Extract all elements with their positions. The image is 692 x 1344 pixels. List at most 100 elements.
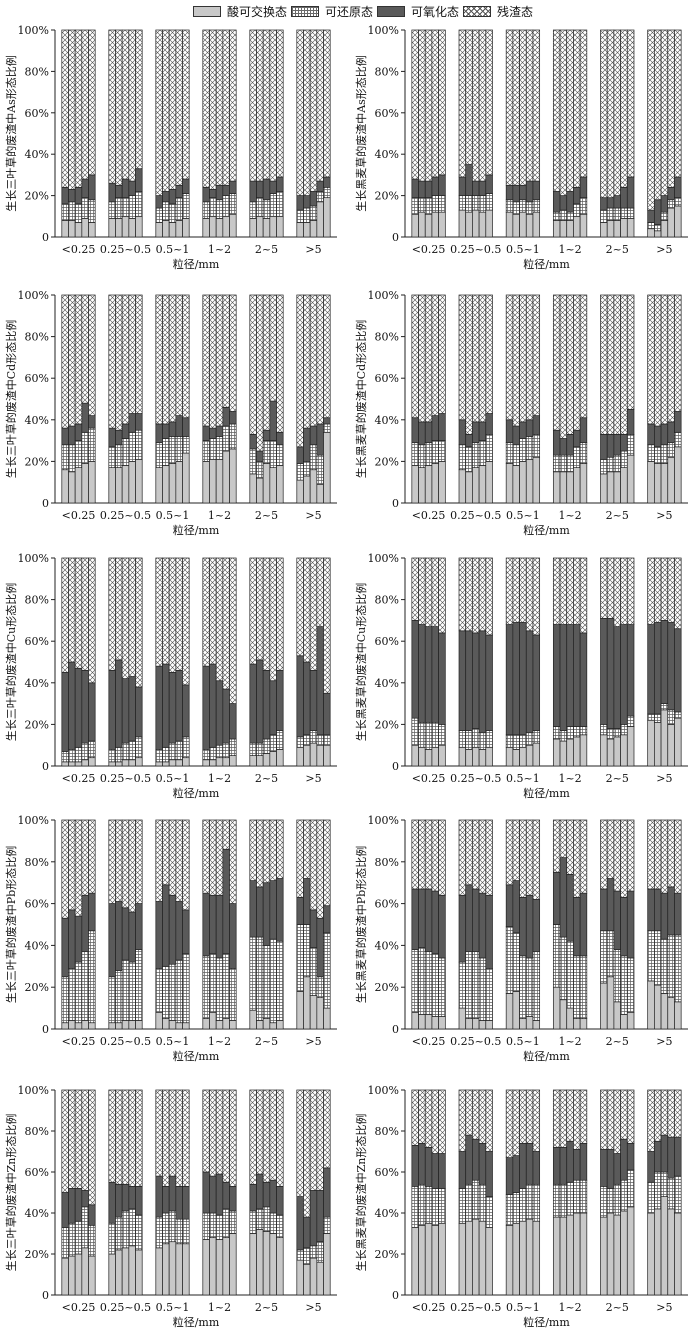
bar-segment-acid — [121, 465, 130, 504]
bar-segment-acid — [667, 997, 675, 1030]
bar-segment-reducible — [162, 1212, 170, 1245]
bar-segment-oxidizable — [74, 667, 83, 748]
bar-segment-oxidizable — [209, 894, 217, 955]
bar-segment-acid — [660, 993, 669, 1030]
bar-segment-acid — [175, 461, 183, 504]
bar-segment-reducible — [162, 965, 170, 1019]
bar-segment-reducible — [667, 199, 675, 209]
bar-segment-acid — [262, 463, 271, 504]
bar-segment-oxidizable — [505, 1157, 514, 1195]
bar-segment-reducible — [573, 446, 581, 468]
bar-segment-oxidizable — [424, 180, 433, 199]
bar-segment-residual — [505, 819, 514, 886]
bar-segment-oxidizable — [222, 848, 230, 955]
y-tick-label: 80% — [375, 331, 399, 344]
bar-segment-oxidizable — [519, 1142, 527, 1189]
bar-segment-reducible — [74, 746, 83, 763]
bar-segment-reducible — [660, 938, 669, 994]
bar-segment-acid — [654, 463, 662, 504]
chart-as-clover: 0 20% 40% 60% 80% 100% <0.25 0.25~0.5 0.5~1 1~2 2~… — [4, 24, 337, 271]
bar-segment-oxidizable — [249, 1183, 257, 1212]
bar-segment-oxidizable — [296, 655, 304, 738]
bar-segment-residual — [222, 819, 230, 850]
bar-segment-acid — [316, 201, 324, 238]
bar-segment-reducible — [647, 1181, 655, 1214]
bar-segment-acid — [465, 1220, 473, 1296]
legend-swatch-reducible — [291, 6, 319, 17]
bar-segment-residual — [660, 1089, 669, 1136]
bar-segment-reducible — [674, 711, 682, 719]
bar-segment-acid — [88, 1255, 96, 1296]
bar-segment-acid — [215, 1239, 224, 1296]
bar-segment-oxidizable — [61, 917, 69, 978]
bar-segment-residual — [182, 557, 190, 686]
bar-segment-acid — [115, 467, 123, 504]
y-tick-label: 0 — [392, 1289, 399, 1302]
bar-segment-reducible — [68, 968, 76, 1021]
bar-segment-reducible — [613, 949, 621, 1003]
bar-segment-reducible — [61, 444, 69, 471]
bar-segment-residual — [552, 557, 561, 625]
bar-segment-reducible — [276, 444, 284, 466]
bar-segment-residual — [269, 294, 277, 402]
bar-segment-oxidizable — [600, 1149, 608, 1187]
bar-segment-oxidizable — [222, 184, 230, 196]
bar-segment-oxidizable — [667, 1136, 675, 1179]
bar-segment-reducible — [262, 199, 271, 219]
bar-segment-acid — [61, 220, 69, 238]
bar-segment-residual — [115, 29, 123, 186]
bar-segment-residual — [81, 294, 89, 404]
bar-segment-oxidizable — [606, 617, 615, 729]
bar-segment-reducible — [309, 947, 318, 996]
bar-segment-oxidizable — [566, 1140, 574, 1183]
bar-segment-residual — [505, 557, 514, 625]
bar-segment-oxidizable — [309, 909, 318, 948]
bar-segment-residual — [249, 819, 257, 881]
x-tick-label: >5 — [305, 1301, 321, 1314]
bar-segment-oxidizable — [128, 180, 136, 196]
bar-segment-acid — [559, 740, 568, 767]
bar-segment-residual — [424, 294, 433, 423]
bar-segment-oxidizable — [121, 178, 130, 199]
bar-segment-reducible — [276, 940, 284, 1021]
bar-segment-acid — [660, 709, 669, 767]
bar-segment-oxidizable — [68, 909, 76, 969]
bar-segment-acid — [215, 1020, 224, 1030]
y-axis-title: 生长三叶草的废渣中Pb形态比例 — [4, 846, 18, 1003]
bar-segment-oxidizable — [478, 892, 487, 959]
bar-segment-residual — [573, 819, 581, 898]
bar-segment-acid — [465, 1018, 473, 1030]
bar-segment-residual — [155, 29, 163, 196]
bar-segment-oxidizable — [182, 684, 190, 738]
bar-segment-acid — [256, 1020, 264, 1030]
bar-segment-acid — [269, 1022, 277, 1030]
bar-segment-oxidizable — [202, 1171, 210, 1214]
bar-segment-residual — [262, 1089, 271, 1183]
bar-segment-oxidizable — [485, 894, 493, 969]
bar-segment-acid — [552, 738, 561, 767]
bar-segment-reducible — [249, 936, 257, 1011]
bar-segment-acid — [573, 1018, 581, 1030]
bar-segment-reducible — [249, 201, 257, 219]
bar-segment-oxidizable — [256, 659, 264, 744]
bar-segment-reducible — [424, 197, 433, 215]
bar-segment-acid — [438, 1016, 446, 1030]
bar-segment-oxidizable — [249, 880, 257, 938]
bar-segment-residual — [438, 294, 446, 414]
bar-segment-oxidizable — [269, 1179, 277, 1214]
y-tick-label: 0 — [392, 760, 399, 773]
bar-segment-residual — [61, 29, 69, 188]
bar-segment-residual — [667, 1089, 675, 1138]
bar-segment-acid — [525, 213, 534, 238]
bar-segment-acid — [674, 205, 682, 238]
y-tick-label: 100% — [18, 1084, 49, 1097]
y-tick-label: 20% — [25, 190, 49, 203]
bar-segment-acid — [418, 1014, 426, 1030]
x-tick-label: 0.5~1 — [156, 509, 190, 522]
x-tick-label: 0.25~0.5 — [450, 1301, 501, 1314]
bar-segment-reducible — [88, 427, 96, 462]
bar-segment-oxidizable — [472, 1138, 480, 1181]
bar-segment-residual — [660, 29, 669, 196]
bar-segment-residual — [316, 294, 324, 425]
bar-segment-residual — [222, 1089, 230, 1183]
